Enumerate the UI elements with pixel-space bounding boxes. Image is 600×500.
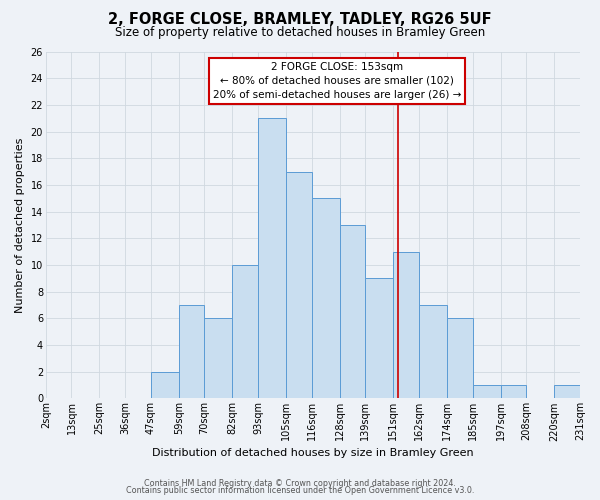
Text: 2 FORGE CLOSE: 153sqm
← 80% of detached houses are smaller (102)
20% of semi-det: 2 FORGE CLOSE: 153sqm ← 80% of detached …	[213, 62, 461, 100]
Bar	[258, 118, 286, 398]
Bar	[447, 318, 473, 398]
Bar	[179, 305, 205, 398]
Bar	[554, 385, 580, 398]
Bar	[312, 198, 340, 398]
Bar	[394, 252, 419, 398]
Bar	[365, 278, 394, 398]
X-axis label: Distribution of detached houses by size in Bramley Green: Distribution of detached houses by size …	[152, 448, 474, 458]
Bar	[232, 265, 258, 398]
Bar	[340, 225, 365, 398]
Y-axis label: Number of detached properties: Number of detached properties	[15, 138, 25, 312]
Bar	[500, 385, 526, 398]
Bar	[419, 305, 447, 398]
Text: Contains public sector information licensed under the Open Government Licence v3: Contains public sector information licen…	[126, 486, 474, 495]
Bar	[151, 372, 179, 398]
Bar	[286, 172, 312, 398]
Text: Contains HM Land Registry data © Crown copyright and database right 2024.: Contains HM Land Registry data © Crown c…	[144, 478, 456, 488]
Text: Size of property relative to detached houses in Bramley Green: Size of property relative to detached ho…	[115, 26, 485, 39]
Text: 2, FORGE CLOSE, BRAMLEY, TADLEY, RG26 5UF: 2, FORGE CLOSE, BRAMLEY, TADLEY, RG26 5U…	[108, 12, 492, 28]
Bar	[205, 318, 232, 398]
Bar	[473, 385, 500, 398]
